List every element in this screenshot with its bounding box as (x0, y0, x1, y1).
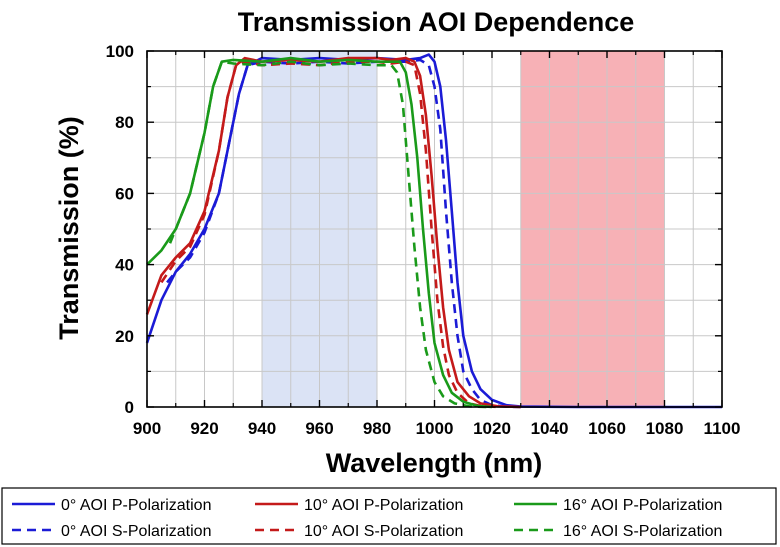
y-tick-label: 40 (115, 256, 134, 275)
x-tick-label: 1000 (416, 419, 454, 438)
legend-label-1: 0° AOI S-Polarization (61, 523, 211, 540)
series-line-2 (145, 56, 521, 409)
x-tick-label: 1060 (588, 419, 626, 438)
y-tick-label: 80 (115, 113, 134, 132)
x-axis-label: Wavelength (nm) (326, 448, 543, 478)
x-tick-label: 940 (248, 419, 276, 438)
legend-label-3: 10° AOI S-Polarization (304, 523, 463, 540)
x-tick-label: 980 (363, 419, 391, 438)
y-tick-label: 0 (125, 398, 134, 417)
x-tick-label: 1040 (531, 419, 569, 438)
x-tick-label: 1100 (704, 419, 741, 438)
y-axis-label: Transmission (%) (54, 116, 84, 340)
x-tick-label: 900 (133, 419, 161, 438)
legend: 0° AOI P-Polarization 10° AOI P-Polarizat… (1, 487, 777, 545)
legend-label-0: 0° AOI P-Polarization (61, 497, 211, 514)
legend-label-2: 10° AOI P-Polarization (304, 497, 463, 514)
x-tick-label: 1020 (473, 419, 511, 438)
legend-label-4: 16° AOI P-Polarization (563, 497, 722, 514)
plot-area: 900 920 940 960 980 1000 1020 1040 1060 1080 1100 0… (106, 42, 741, 438)
y-tick-label: 60 (115, 184, 134, 203)
x-tick-label: 960 (305, 419, 333, 438)
chart-title: Transmission AOI Dependence (238, 7, 635, 37)
x-tick-label: 1080 (646, 419, 684, 438)
legend-label-5: 16° AOI S-Polarization (563, 523, 722, 540)
legend-box (1, 487, 777, 545)
y-tick-label: 20 (115, 327, 134, 346)
series-line-5 (168, 60, 487, 409)
y-tick-label: 100 (106, 42, 134, 61)
x-tick-label: 920 (190, 419, 218, 438)
